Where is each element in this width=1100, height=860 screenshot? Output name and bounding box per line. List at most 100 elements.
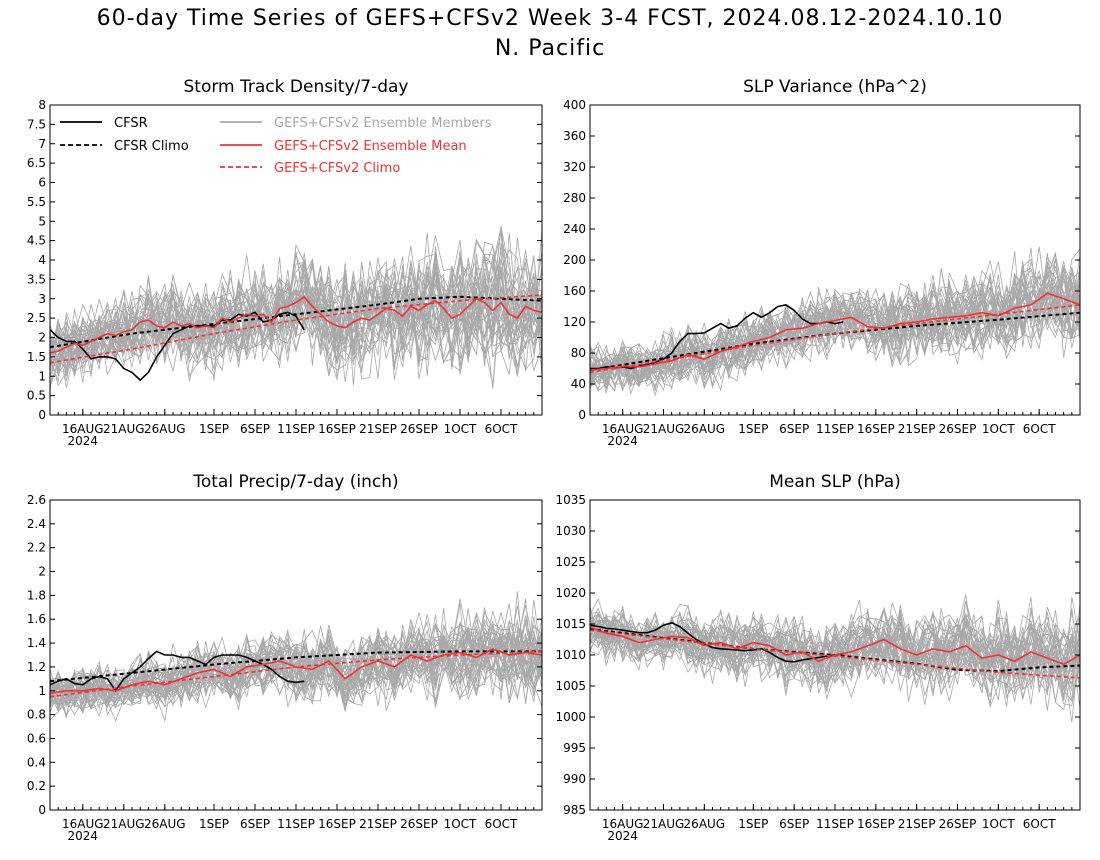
- ensemble-mean-line: [50, 295, 542, 354]
- y-tick-label: 1.8: [27, 588, 46, 602]
- y-tick-label: 1.6: [27, 612, 46, 626]
- panel-title: Total Precip/7-day (inch): [192, 472, 398, 492]
- legend-cfsr-label: CFSR: [114, 116, 148, 131]
- y-tick-label: 995: [563, 741, 586, 755]
- x-tick-label: 16AUG: [62, 817, 104, 831]
- ensemble-member-line: [590, 607, 1080, 706]
- y-tick-label: 1: [38, 684, 46, 698]
- y-tick-label: 0.4: [27, 755, 46, 769]
- mean-slp-chart: Mean SLP (hPa) 985 990 995 1000 1005 1010 1015 1…: [555, 472, 1081, 843]
- storm-track-density-chart: Storm Track Density/7-day 0 0.5 1 1.5 2 2.5 3 3.…: [27, 77, 543, 448]
- x-year-label: 2024: [607, 434, 638, 448]
- y-tick-label: 2.6: [27, 493, 46, 507]
- cfsr-line: [590, 304, 844, 370]
- ensemble-member-line: [590, 613, 1080, 688]
- ensemble-member-line: [590, 258, 1080, 392]
- x-tick-label: 16SEP: [318, 817, 356, 831]
- y-tick-label: 1020: [555, 586, 586, 600]
- gefs-climo-line: [50, 650, 542, 698]
- ensemble-member-line: [50, 615, 542, 706]
- ensemble-member-line: [50, 605, 542, 711]
- y-tick-label: 360: [563, 129, 586, 143]
- cfsr-line: [50, 311, 305, 382]
- y-tick-label: 2.5: [27, 311, 46, 325]
- ensemble-member-line: [50, 623, 542, 707]
- ensemble-member-line: [50, 607, 542, 703]
- x-tick-label: 1SEP: [199, 422, 229, 436]
- y-tick-label: 200: [563, 253, 586, 267]
- y-tick-label: 1015: [555, 617, 586, 631]
- ensemble-member-line: [590, 267, 1080, 381]
- ensemble-member-line: [50, 261, 542, 374]
- plot-area: [50, 591, 542, 723]
- ensemble-member-line: [50, 249, 542, 371]
- y-tick-label: 5: [38, 214, 46, 228]
- x-tick-label: 16SEP: [857, 422, 895, 436]
- legend-mean-label: GEFS+CFSv2 Ensemble Mean: [274, 139, 467, 154]
- x-year-label: 2024: [607, 829, 638, 843]
- y-tick-label: 1025: [555, 555, 586, 569]
- cfsr-climo-line: [50, 650, 542, 683]
- x-tick-label: 1OCT: [982, 817, 1015, 831]
- ensemble-member-line: [50, 266, 542, 372]
- x-tick-label: 26SEP: [939, 422, 977, 436]
- x-tick-label: 16AUG: [602, 422, 644, 436]
- panel-title: Storm Track Density/7-day: [184, 77, 409, 97]
- ensemble-member-line: [590, 599, 1080, 702]
- y-tick-label: 1010: [555, 648, 586, 662]
- ensemble-member-line: [590, 607, 1080, 701]
- y-tick-label: 985: [563, 803, 586, 817]
- panel-title: Mean SLP (hPa): [769, 472, 901, 492]
- ensemble-member-line: [590, 267, 1080, 390]
- cfsr-line: [590, 621, 844, 663]
- ensemble-member-line: [50, 271, 542, 378]
- ensemble-member-line: [590, 608, 1080, 705]
- x-tick-label: 1OCT: [444, 817, 477, 831]
- y-tick-label: 3.5: [27, 272, 46, 286]
- x-tick-label: 11SEP: [277, 422, 315, 436]
- ensemble-member-line: [590, 266, 1080, 379]
- x-tick-label: 16SEP: [318, 422, 356, 436]
- gefs-climo-line: [590, 304, 1080, 374]
- y-tick-label: 7: [38, 137, 46, 151]
- slp-variance-chart: SLP Variance (hPa^2) 0 40 80 120 160 200 240 280…: [563, 77, 1081, 448]
- y-tick-label: 0: [578, 408, 586, 422]
- y-tick-label: 1035: [555, 493, 586, 507]
- plot-area: [50, 225, 542, 392]
- y-tick-label: 3: [38, 292, 46, 306]
- x-tick-label: 26AUG: [144, 422, 186, 436]
- ensemble-member-line: [50, 261, 542, 387]
- y-tick-label: 80: [571, 346, 586, 360]
- y-tick-label: 0.2: [27, 779, 46, 793]
- x-tick-label: 6SEP: [240, 422, 270, 436]
- ensemble-member-line: [50, 612, 542, 710]
- y-tick-label: 2: [38, 331, 46, 345]
- y-tick-label: 2: [38, 565, 46, 579]
- y-tick-label: 400: [563, 98, 586, 112]
- y-tick-label: 1030: [555, 524, 586, 538]
- ensemble-member-line: [590, 608, 1080, 702]
- ensemble-member-line: [50, 630, 542, 705]
- plot-area: [590, 246, 1080, 397]
- ensemble-mean-line: [590, 292, 1080, 371]
- total-precip-chart: Total Precip/7-day (inch)00.20.40.60.811…: [27, 472, 543, 843]
- y-tick-label: 240: [563, 222, 586, 236]
- ensemble-member-line: [590, 610, 1080, 698]
- y-tick-label: 320: [563, 160, 586, 174]
- y-tick-label: 0.8: [27, 708, 46, 722]
- x-tick-label: 21AUG: [103, 817, 145, 831]
- ensemble-member-line: [50, 237, 542, 363]
- ensemble-member-line: [50, 251, 542, 360]
- ensemble-member-line: [50, 245, 542, 378]
- plot-area: [590, 594, 1080, 723]
- legend-members-label: GEFS+CFSv2 Ensemble Members: [274, 116, 492, 131]
- x-tick-label: 16AUG: [602, 817, 644, 831]
- x-tick-label: 21SEP: [898, 422, 936, 436]
- y-tick-label: 7.5: [27, 117, 46, 131]
- y-tick-label: 1000: [555, 710, 586, 724]
- figure-subtitle: N. Pacific: [494, 36, 606, 61]
- x-tick-label: 6OCT: [1023, 422, 1056, 436]
- x-tick-label: 1SEP: [738, 817, 768, 831]
- y-tick-label: 8: [38, 98, 46, 112]
- y-tick-label: 4: [38, 253, 46, 267]
